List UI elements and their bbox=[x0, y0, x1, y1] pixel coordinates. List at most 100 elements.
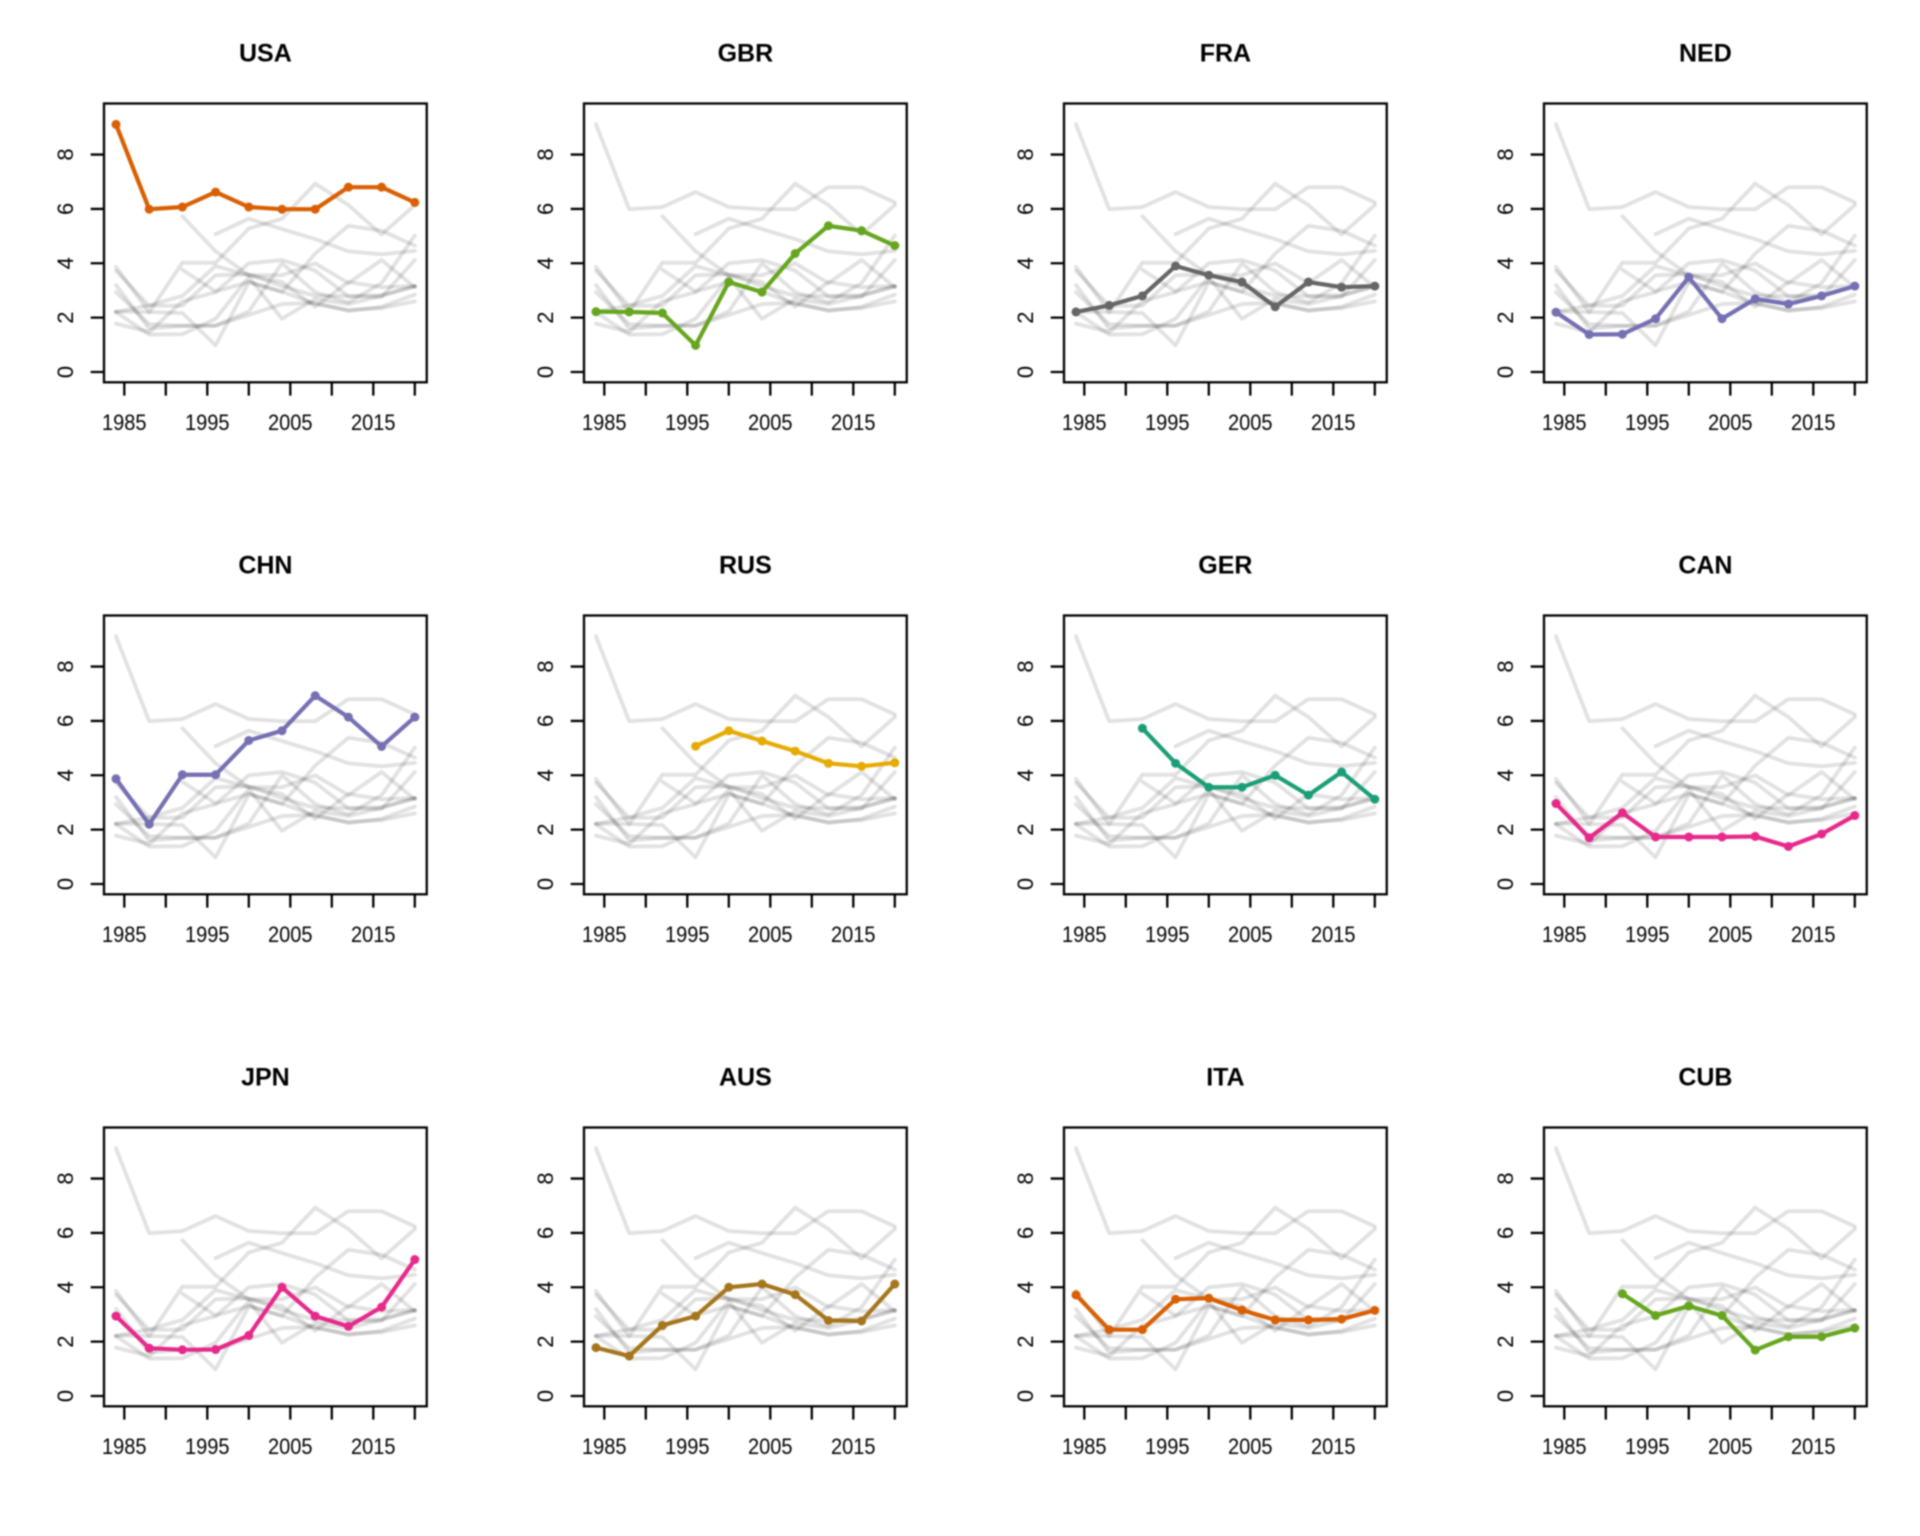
svg-text:4: 4 bbox=[53, 769, 78, 781]
svg-text:1985: 1985 bbox=[1062, 922, 1107, 947]
svg-text:2015: 2015 bbox=[1791, 410, 1836, 435]
svg-text:2015: 2015 bbox=[1311, 410, 1356, 435]
svg-text:2: 2 bbox=[533, 824, 558, 836]
svg-text:2005: 2005 bbox=[268, 1434, 313, 1459]
svg-text:2: 2 bbox=[1493, 824, 1518, 836]
svg-text:6: 6 bbox=[533, 1227, 558, 1239]
svg-text:2015: 2015 bbox=[831, 410, 876, 435]
svg-text:RUS: RUS bbox=[719, 552, 772, 580]
svg-text:2015: 2015 bbox=[831, 922, 876, 947]
svg-text:2015: 2015 bbox=[1791, 1434, 1836, 1459]
svg-text:2005: 2005 bbox=[748, 922, 793, 947]
svg-text:2005: 2005 bbox=[748, 1434, 793, 1459]
svg-text:1995: 1995 bbox=[1145, 1434, 1190, 1459]
svg-text:AUS: AUS bbox=[719, 1064, 772, 1092]
svg-text:0: 0 bbox=[1013, 366, 1038, 378]
svg-text:2005: 2005 bbox=[1708, 410, 1753, 435]
svg-text:2: 2 bbox=[533, 312, 558, 324]
svg-text:1985: 1985 bbox=[1542, 410, 1587, 435]
svg-text:ITA: ITA bbox=[1206, 1064, 1244, 1092]
svg-text:2: 2 bbox=[53, 312, 78, 324]
svg-text:0: 0 bbox=[533, 1390, 558, 1402]
svg-text:1985: 1985 bbox=[582, 1434, 627, 1459]
svg-text:8: 8 bbox=[53, 1172, 78, 1184]
svg-text:0: 0 bbox=[53, 366, 78, 378]
svg-text:4: 4 bbox=[1493, 769, 1518, 781]
svg-text:2005: 2005 bbox=[268, 922, 313, 947]
svg-text:1985: 1985 bbox=[1062, 1434, 1107, 1459]
svg-text:6: 6 bbox=[1493, 1227, 1518, 1239]
svg-text:6: 6 bbox=[1493, 203, 1518, 215]
svg-text:8: 8 bbox=[1493, 660, 1518, 672]
svg-text:CUB: CUB bbox=[1678, 1064, 1732, 1092]
svg-text:4: 4 bbox=[1493, 1281, 1518, 1293]
svg-text:0: 0 bbox=[1493, 366, 1518, 378]
svg-text:1985: 1985 bbox=[1542, 1434, 1587, 1459]
svg-text:4: 4 bbox=[533, 769, 558, 781]
svg-text:CHN: CHN bbox=[238, 552, 292, 580]
svg-text:6: 6 bbox=[1013, 203, 1038, 215]
svg-text:8: 8 bbox=[533, 1172, 558, 1184]
svg-text:6: 6 bbox=[53, 203, 78, 215]
svg-text:2015: 2015 bbox=[1311, 922, 1356, 947]
svg-text:6: 6 bbox=[533, 715, 558, 727]
svg-text:4: 4 bbox=[533, 1281, 558, 1293]
svg-text:2: 2 bbox=[53, 1336, 78, 1348]
svg-text:0: 0 bbox=[53, 878, 78, 890]
svg-text:1995: 1995 bbox=[185, 410, 230, 435]
svg-text:JPN: JPN bbox=[241, 1064, 290, 1092]
svg-text:2: 2 bbox=[1493, 1336, 1518, 1348]
svg-text:2015: 2015 bbox=[1791, 922, 1836, 947]
svg-text:1995: 1995 bbox=[185, 922, 230, 947]
svg-text:2015: 2015 bbox=[351, 1434, 396, 1459]
svg-text:1995: 1995 bbox=[665, 410, 710, 435]
svg-text:6: 6 bbox=[53, 715, 78, 727]
svg-text:4: 4 bbox=[1013, 1281, 1038, 1293]
svg-text:FRA: FRA bbox=[1200, 40, 1251, 68]
svg-text:1985: 1985 bbox=[582, 410, 627, 435]
svg-text:4: 4 bbox=[53, 257, 78, 269]
svg-text:0: 0 bbox=[53, 1390, 78, 1402]
svg-text:USA: USA bbox=[239, 40, 292, 68]
svg-text:6: 6 bbox=[1013, 715, 1038, 727]
svg-text:2015: 2015 bbox=[351, 922, 396, 947]
svg-text:6: 6 bbox=[53, 1227, 78, 1239]
svg-text:8: 8 bbox=[53, 148, 78, 160]
svg-text:2: 2 bbox=[1493, 312, 1518, 324]
svg-text:2005: 2005 bbox=[1228, 1434, 1273, 1459]
svg-text:8: 8 bbox=[533, 148, 558, 160]
svg-text:4: 4 bbox=[1013, 257, 1038, 269]
svg-text:1995: 1995 bbox=[665, 922, 710, 947]
svg-text:2015: 2015 bbox=[1311, 1434, 1356, 1459]
svg-text:8: 8 bbox=[533, 660, 558, 672]
svg-text:1995: 1995 bbox=[1625, 1434, 1670, 1459]
svg-text:4: 4 bbox=[53, 1281, 78, 1293]
svg-text:0: 0 bbox=[1013, 878, 1038, 890]
svg-text:1995: 1995 bbox=[1625, 922, 1670, 947]
svg-text:0: 0 bbox=[1013, 1390, 1038, 1402]
svg-text:NED: NED bbox=[1679, 40, 1732, 68]
svg-text:CAN: CAN bbox=[1678, 552, 1732, 580]
svg-text:GBR: GBR bbox=[718, 40, 774, 68]
svg-text:2015: 2015 bbox=[831, 1434, 876, 1459]
svg-text:6: 6 bbox=[1493, 715, 1518, 727]
svg-text:8: 8 bbox=[53, 660, 78, 672]
svg-text:1995: 1995 bbox=[1625, 410, 1670, 435]
svg-text:2005: 2005 bbox=[1708, 922, 1753, 947]
svg-text:0: 0 bbox=[1493, 1390, 1518, 1402]
svg-text:0: 0 bbox=[1493, 878, 1518, 890]
svg-text:8: 8 bbox=[1493, 148, 1518, 160]
svg-text:1985: 1985 bbox=[1062, 410, 1107, 435]
svg-text:2015: 2015 bbox=[351, 410, 396, 435]
svg-text:2005: 2005 bbox=[1708, 1434, 1753, 1459]
svg-text:2: 2 bbox=[533, 1336, 558, 1348]
svg-text:8: 8 bbox=[1013, 148, 1038, 160]
svg-text:1985: 1985 bbox=[582, 922, 627, 947]
svg-text:2: 2 bbox=[1013, 312, 1038, 324]
svg-text:8: 8 bbox=[1013, 660, 1038, 672]
svg-text:2: 2 bbox=[1013, 1336, 1038, 1348]
svg-text:1985: 1985 bbox=[102, 1434, 147, 1459]
svg-text:1995: 1995 bbox=[665, 1434, 710, 1459]
svg-text:2005: 2005 bbox=[1228, 410, 1273, 435]
svg-text:1995: 1995 bbox=[1145, 410, 1190, 435]
